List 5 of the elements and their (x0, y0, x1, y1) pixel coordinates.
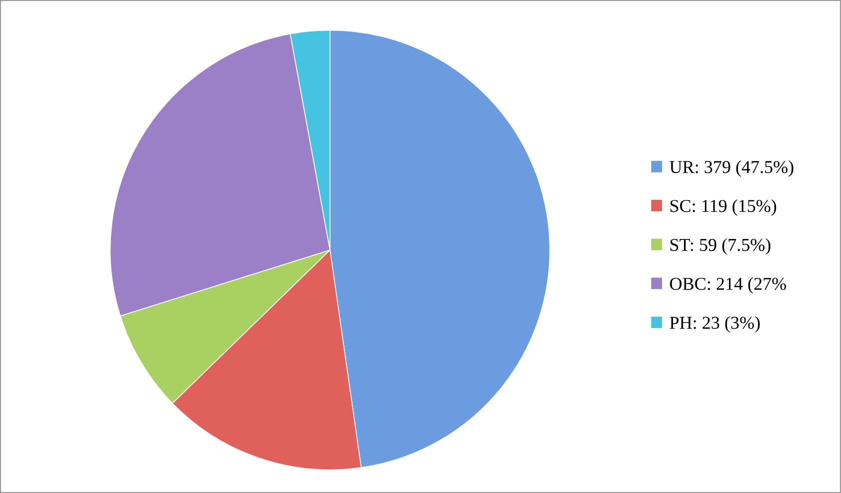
legend-label: ST: 59 (7.5%) (670, 238, 770, 255)
legend-label: PH: 23 (3%) (670, 316, 760, 333)
legend-label: OBC: 214 (27% (670, 277, 786, 294)
legend-label: SC: 119 (15%) (670, 199, 776, 216)
legend-label: UR: 379 (47.5%) (670, 160, 794, 177)
